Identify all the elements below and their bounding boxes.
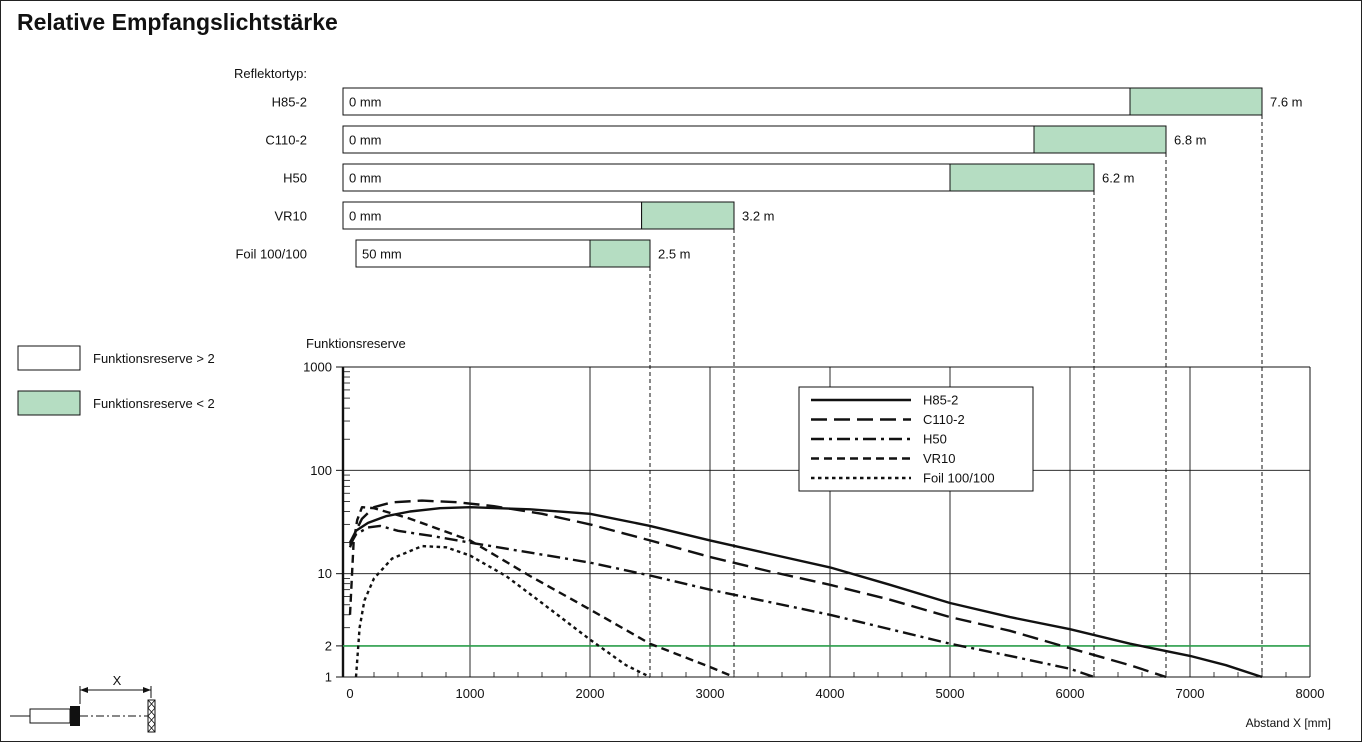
y-tick-label: 10 — [318, 566, 332, 581]
range-segment-high — [342, 201, 643, 230]
range-bar-h85-2: H85-2 0 mm 7.6 m — [272, 87, 1303, 116]
legend-entry-label: VR10 — [923, 451, 956, 466]
legend-box-high: Funktionsreserve > 2 — [17, 345, 215, 371]
series-line-c110-2 — [348, 499, 1167, 679]
x-tick-label: 0 — [346, 686, 353, 701]
legend-entry-label: Foil 100/100 — [923, 471, 995, 486]
range-bar-label: H50 — [283, 171, 307, 186]
range-start-label: 0 mm — [349, 171, 382, 186]
figure-title: Relative Empfangslichtstärke — [17, 9, 338, 35]
legend-entry-label: H50 — [923, 432, 947, 447]
range-start-label: 50 mm — [362, 247, 402, 262]
series-line-foil-100-100 — [354, 544, 651, 679]
y-axis-title: Funktionsreserve — [306, 336, 406, 351]
range-start-label: 0 mm — [349, 133, 382, 148]
x-tick-label: 7000 — [1176, 686, 1205, 701]
series-lines — [348, 499, 1263, 679]
reflector-symbol — [147, 699, 156, 733]
range-end-label: 3.2 m — [742, 209, 775, 224]
sensor-body — [29, 708, 71, 724]
line-legend: H85-2 C110-2 H50 VR10 Foil 100/100 — [798, 386, 1034, 492]
reflector-heading: Reflektortyp: — [234, 66, 307, 81]
y-tick-label: 1 — [325, 670, 332, 685]
x-tick-label: 4000 — [816, 686, 845, 701]
range-bar-c110-2: C110-2 0 mm 6.8 m — [265, 125, 1207, 154]
legend-box-label: Funktionsreserve < 2 — [93, 396, 215, 411]
x-tick-label: 8000 — [1296, 686, 1325, 701]
legend-entry-vr10: VR10 — [811, 451, 956, 466]
range-end-label: 7.6 m — [1270, 95, 1303, 110]
x-axis-title: Abstand X [mm] — [1246, 716, 1331, 730]
y-tick-label: 2 — [325, 638, 332, 653]
line-legend-box — [798, 386, 1034, 492]
x-tick-label: 2000 — [576, 686, 605, 701]
series-line-h50 — [348, 524, 1095, 679]
x-tick-label: 1000 — [456, 686, 485, 701]
reserve-legend: Funktionsreserve > 2 Funktionsreserve < 2 — [17, 345, 215, 416]
range-bar-vr10: VR10 0 mm 3.2 m — [274, 201, 775, 230]
range-end-label: 2.5 m — [658, 247, 691, 262]
range-segment-high — [342, 87, 1131, 116]
sensor-lens — [70, 706, 80, 726]
legend-box-low: Funktionsreserve < 2 — [17, 390, 215, 416]
range-guide-lines — [649, 115, 1263, 677]
dimension-arrows — [80, 687, 151, 693]
range-bar-foil-100-100: Foil 100/100 50 mm 2.5 m — [235, 239, 691, 268]
range-end-label: 6.8 m — [1174, 133, 1207, 148]
range-end-label: 6.2 m — [1102, 171, 1135, 186]
range-segment-low — [1129, 87, 1263, 116]
y-tick-label: 100 — [310, 463, 332, 478]
range-bar-label: VR10 — [274, 209, 307, 224]
range-start-label: 0 mm — [349, 209, 382, 224]
x-tick-label: 5000 — [936, 686, 965, 701]
series-line-h85-2 — [348, 506, 1263, 679]
range-segment-high — [342, 163, 951, 192]
dimension-label: X — [113, 673, 122, 688]
legend-box-label: Funktionsreserve > 2 — [93, 351, 215, 366]
range-bar-chart: H85-2 0 mm 7.6 m C110-2 0 mm 6.8 m H50 0 mm 6.2 … — [235, 87, 1303, 268]
legend-entry-h85-2: H85-2 — [811, 393, 958, 408]
reflector-hatching — [147, 699, 156, 733]
range-segment-low — [589, 239, 651, 268]
range-bar-label: Foil 100/100 — [235, 247, 307, 262]
legend-entry-foil-100-100: Foil 100/100 — [811, 471, 995, 486]
sensor-diagram: X — [10, 673, 156, 733]
x-tick-label: 6000 — [1056, 686, 1085, 701]
range-segment-low — [641, 201, 735, 230]
legend-swatch — [17, 390, 81, 416]
x-tick-label: 3000 — [696, 686, 725, 701]
legend-entry-label: C110-2 — [923, 412, 965, 427]
range-segment-high — [355, 239, 591, 268]
range-bar-label: C110-2 — [265, 133, 307, 148]
range-segment-low — [1033, 125, 1167, 154]
range-bar-label: H85-2 — [272, 95, 307, 110]
range-segment-high — [342, 125, 1035, 154]
series-line-vr10 — [348, 506, 735, 679]
legend-swatch — [17, 345, 81, 371]
legend-entry-label: H85-2 — [923, 393, 958, 408]
range-bar-h50: H50 0 mm 6.2 m — [283, 163, 1135, 192]
legend-entry-c110-2: C110-2 — [811, 412, 965, 427]
range-segment-low — [949, 163, 1095, 192]
y-tick-label: 1000 — [303, 360, 332, 375]
legend-entry-h50: H50 — [811, 432, 947, 447]
range-start-label: 0 mm — [349, 95, 382, 110]
